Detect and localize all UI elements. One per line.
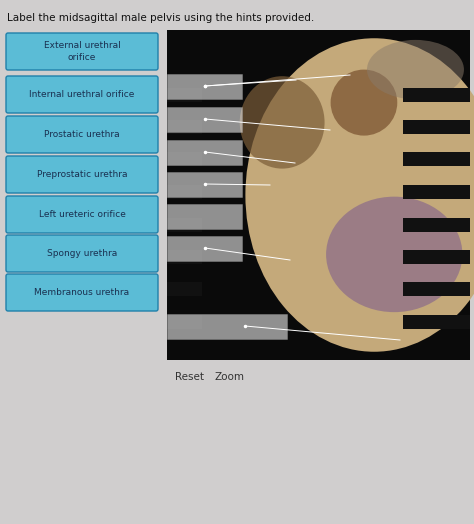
- Bar: [403, 152, 470, 166]
- Bar: [403, 88, 470, 102]
- Text: Internal urethral orifice: Internal urethral orifice: [29, 90, 135, 99]
- Bar: [167, 185, 202, 199]
- Bar: [167, 152, 202, 166]
- FancyBboxPatch shape: [6, 235, 158, 272]
- Text: Label the midsagittal male pelvis using the hints provided.: Label the midsagittal male pelvis using …: [7, 13, 314, 23]
- Bar: [167, 236, 242, 261]
- FancyBboxPatch shape: [6, 156, 158, 193]
- Text: Prostatic urethra: Prostatic urethra: [44, 130, 120, 139]
- Bar: [403, 185, 470, 199]
- Bar: [167, 30, 470, 360]
- Bar: [403, 282, 470, 296]
- Text: External urethral
orifice: External urethral orifice: [44, 41, 120, 61]
- Bar: [167, 74, 242, 99]
- FancyBboxPatch shape: [6, 116, 158, 153]
- FancyBboxPatch shape: [6, 33, 158, 70]
- Bar: [167, 250, 202, 264]
- Text: Membranous urethra: Membranous urethra: [35, 288, 129, 297]
- Ellipse shape: [246, 38, 474, 352]
- Bar: [403, 250, 470, 264]
- FancyBboxPatch shape: [6, 196, 158, 233]
- Bar: [403, 315, 470, 329]
- Ellipse shape: [326, 196, 463, 312]
- Bar: [167, 88, 202, 102]
- Bar: [167, 314, 287, 339]
- Bar: [167, 140, 242, 165]
- Text: Reset: Reset: [175, 372, 204, 382]
- Bar: [167, 282, 202, 296]
- Bar: [167, 204, 242, 229]
- Bar: [167, 315, 202, 329]
- FancyBboxPatch shape: [6, 274, 158, 311]
- Ellipse shape: [240, 76, 325, 169]
- Bar: [167, 120, 202, 134]
- Bar: [167, 107, 242, 132]
- Text: Spongy urethra: Spongy urethra: [47, 249, 117, 258]
- Ellipse shape: [331, 70, 397, 136]
- Ellipse shape: [367, 40, 464, 100]
- Text: Left ureteric orifice: Left ureteric orifice: [38, 210, 126, 219]
- Bar: [167, 172, 242, 197]
- Text: Preprostatic urethra: Preprostatic urethra: [37, 170, 127, 179]
- Text: Zoom: Zoom: [215, 372, 245, 382]
- FancyBboxPatch shape: [6, 76, 158, 113]
- Bar: [167, 218, 202, 232]
- Bar: [403, 120, 470, 134]
- Bar: [403, 218, 470, 232]
